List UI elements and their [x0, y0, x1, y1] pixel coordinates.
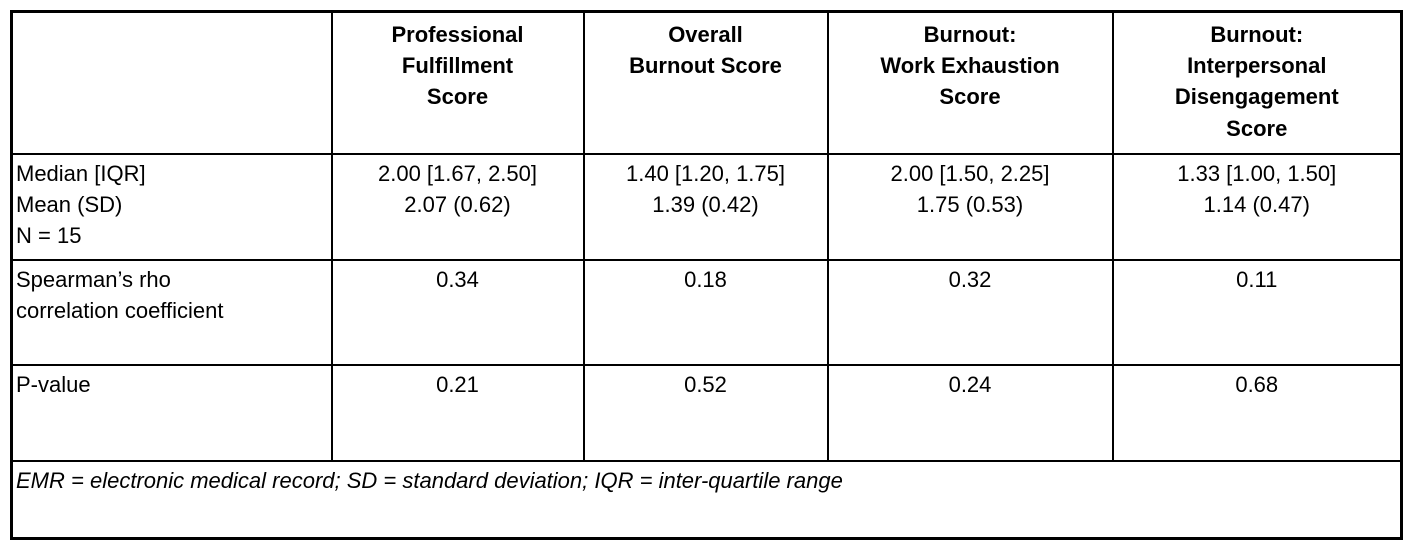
- header-row: Professional Fulfillment Score Overall B…: [10, 10, 1403, 155]
- cell-pvalue-professional-fulfillment: 0.21: [330, 363, 585, 462]
- cell-stats-interpersonal-disengagement: 1.33 [1.00, 1.50] 1.14 (0.47): [1111, 152, 1403, 261]
- table-row-footnote: EMR = electronic medical record; SD = st…: [10, 459, 1403, 540]
- header-cell-burnout-interpersonal-disengagement-score: Burnout: Interpersonal Disengagement Sco…: [1111, 10, 1403, 155]
- cell-stats-professional-fulfillment: 2.00 [1.67, 2.50] 2.07 (0.62): [330, 152, 585, 261]
- table-row-descriptive-stats: Median [IQR] Mean (SD) N = 15 2.00 [1.67…: [10, 152, 1403, 261]
- cell-stats-overall-burnout: 1.40 [1.20, 1.75] 1.39 (0.42): [582, 152, 829, 261]
- cell-stats-work-exhaustion: 2.00 [1.50, 2.25] 1.75 (0.53): [826, 152, 1114, 261]
- header-cell-overall-burnout-score: Overall Burnout Score: [582, 10, 829, 155]
- cell-pvalue-interpersonal-disengagement: 0.68: [1111, 363, 1403, 462]
- table-footnote: EMR = electronic medical record; SD = st…: [10, 459, 1403, 540]
- cell-pvalue-work-exhaustion: 0.24: [826, 363, 1114, 462]
- header-cell-empty: [10, 10, 333, 155]
- table-row-spearman-rho: Spearman’s rho correlation coefficient 0…: [10, 258, 1403, 366]
- cell-rho-professional-fulfillment: 0.34: [330, 258, 585, 366]
- cell-rho-interpersonal-disengagement: 0.11: [1111, 258, 1403, 366]
- correlation-table: Professional Fulfillment Score Overall B…: [10, 10, 1403, 540]
- table-row-p-value: P-value 0.21 0.52 0.24 0.68: [10, 363, 1403, 462]
- header-cell-burnout-work-exhaustion-score: Burnout: Work Exhaustion Score: [826, 10, 1114, 155]
- cell-rho-overall-burnout: 0.18: [582, 258, 829, 366]
- header-cell-professional-fulfillment-score: Professional Fulfillment Score: [330, 10, 585, 155]
- cell-rho-work-exhaustion: 0.32: [826, 258, 1114, 366]
- cell-pvalue-overall-burnout: 0.52: [582, 363, 829, 462]
- row-label-median-mean-n: Median [IQR] Mean (SD) N = 15: [10, 152, 333, 261]
- row-label-p-value: P-value: [10, 363, 333, 462]
- row-label-spearman-rho: Spearman’s rho correlation coefficient: [10, 258, 333, 366]
